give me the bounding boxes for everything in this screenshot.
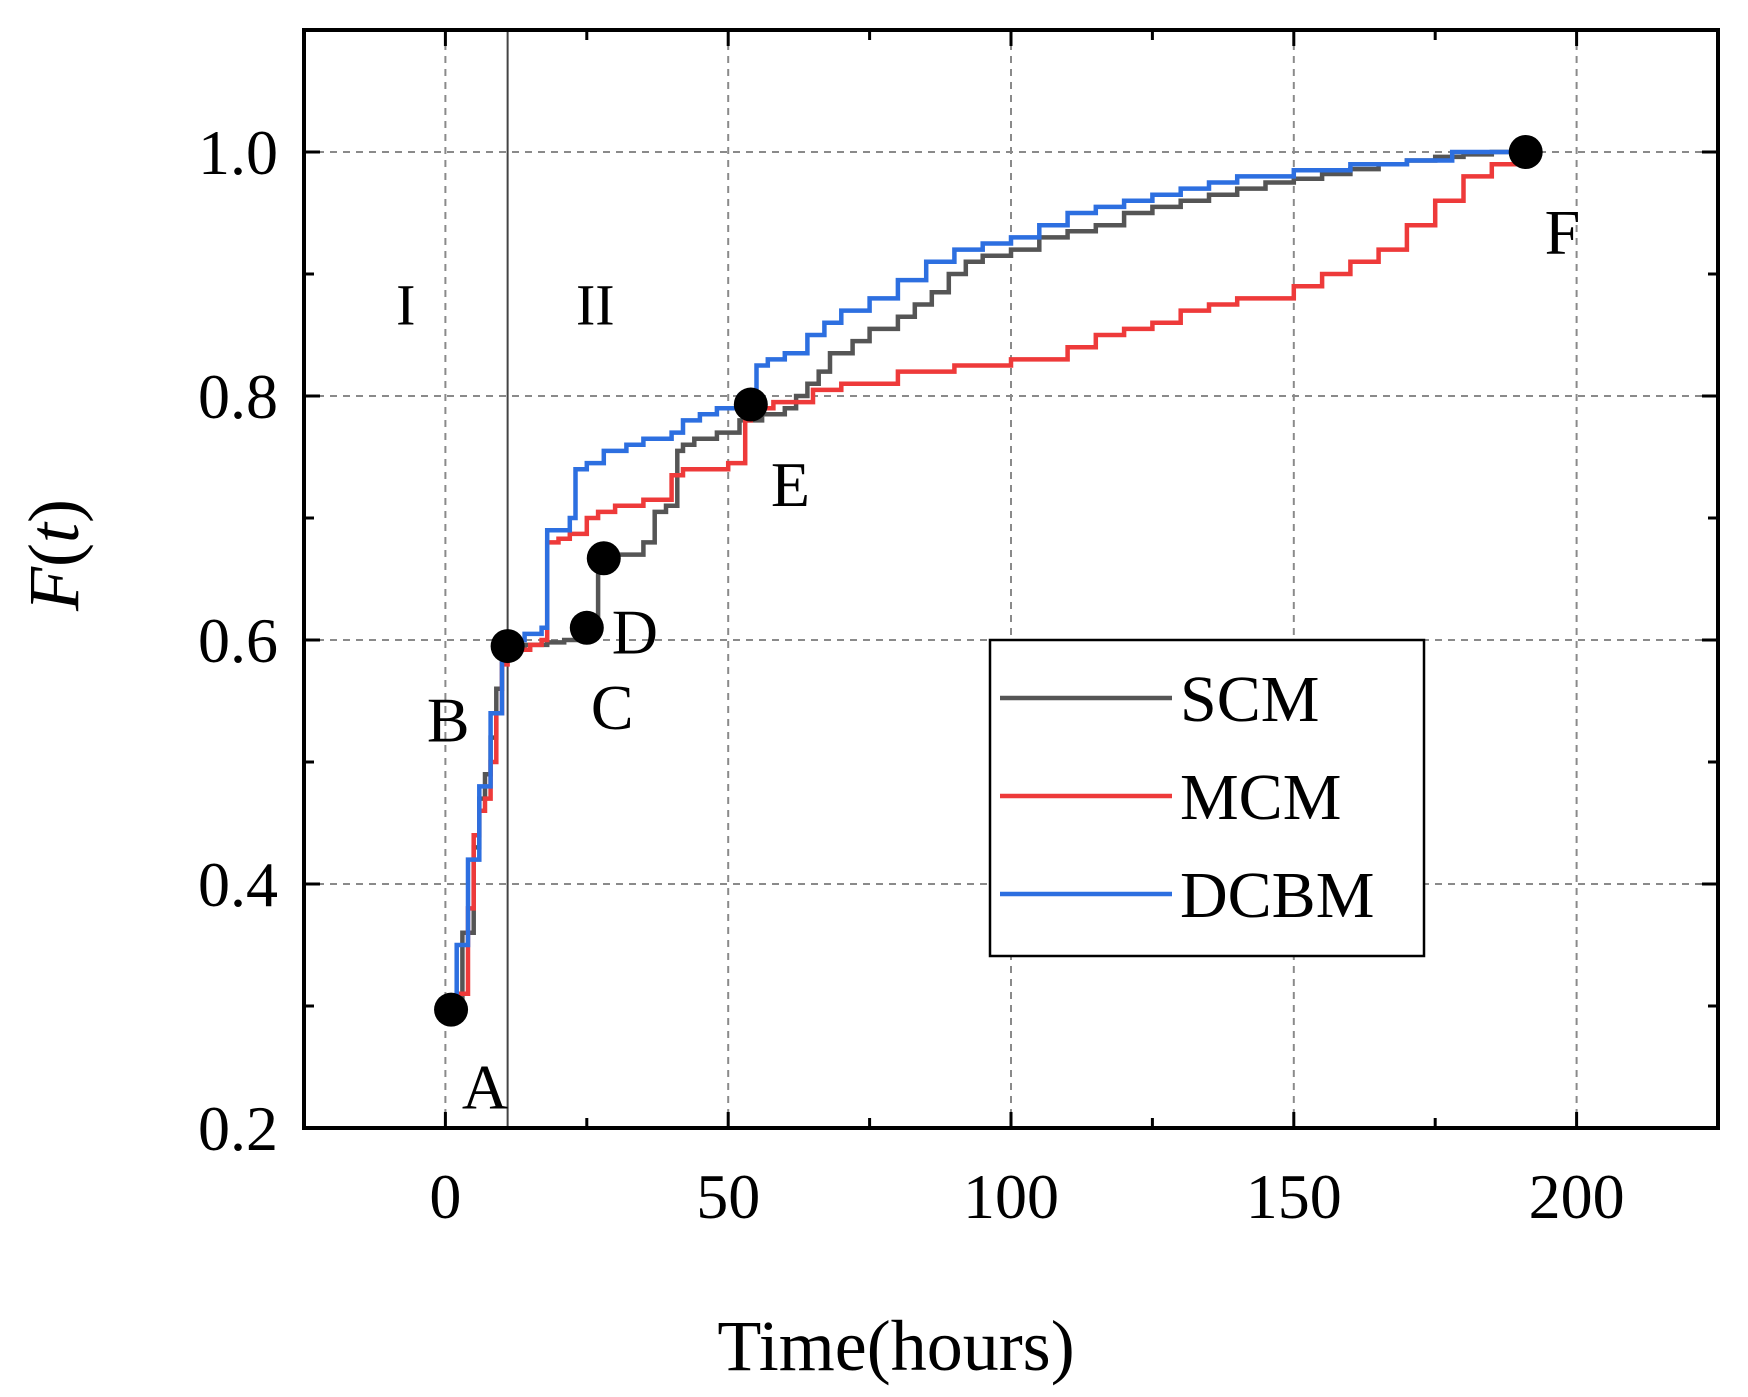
series-line-dcbm <box>451 149 1520 1009</box>
x-tick-label: 50 <box>696 1161 760 1232</box>
region-label-1: I <box>396 273 415 338</box>
point-d <box>586 541 621 576</box>
point-label-d: D <box>612 596 658 667</box>
tick-labels: 0 50 100 150 200 0.2 0.4 0.6 0.8 1.0 <box>198 117 1625 1232</box>
point-label-c: C <box>591 672 634 743</box>
point-e <box>733 387 768 422</box>
point-b <box>490 629 525 664</box>
y-tick-label: 1.0 <box>198 117 278 188</box>
annotation-points: A B CD E F <box>427 135 1580 1123</box>
y-tick-label: 0.6 <box>198 605 278 676</box>
point-a <box>434 992 469 1027</box>
y-tick-label: 0.2 <box>198 1093 278 1164</box>
y-tick-label: 0.4 <box>198 849 278 920</box>
x-tick-label: 150 <box>1246 1161 1342 1232</box>
point-label-a: A <box>462 1052 508 1123</box>
x-axis-label: Time(hours) <box>717 1306 1074 1386</box>
point-label-b: B <box>427 684 470 755</box>
y-axis-label: F(t) <box>14 499 94 612</box>
point-label-e: E <box>771 449 810 520</box>
point-label-f: F <box>1545 196 1581 267</box>
x-tick-label: 200 <box>1529 1161 1625 1232</box>
x-tick-label: 0 <box>429 1161 461 1232</box>
legend: SCM MCM DCBM <box>988 638 1426 958</box>
point-f <box>1508 135 1543 169</box>
legend-label-scm: SCM <box>1180 663 1319 736</box>
legend-label-mcm: MCM <box>1180 761 1341 834</box>
legend-label-dcbm: DCBM <box>1180 859 1374 932</box>
x-tick-label: 100 <box>963 1161 1059 1232</box>
point-c <box>569 610 604 645</box>
region-labels: I II <box>396 273 614 338</box>
axis-ticks <box>304 30 1718 1128</box>
y-tick-label: 0.8 <box>198 361 278 432</box>
region-label-2: II <box>576 273 615 338</box>
